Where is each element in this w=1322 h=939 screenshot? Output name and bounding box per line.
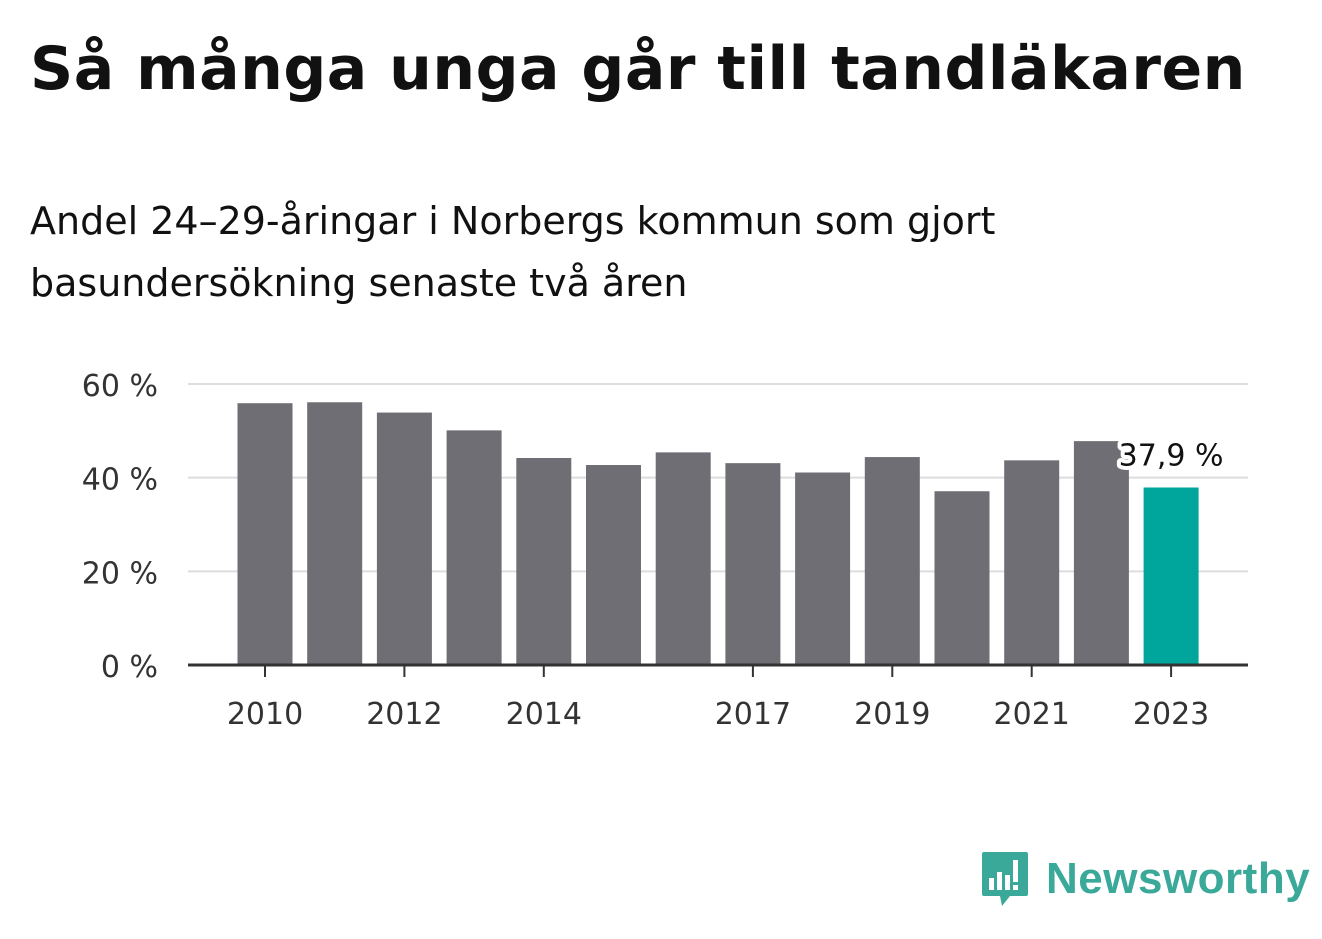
bar-2021 [1004, 460, 1060, 665]
chart-subtitle: Andel 24–29-åringar i Norbergs kommun so… [30, 199, 996, 305]
y-tick-label: 40 % [82, 463, 158, 498]
bar-2022 [1073, 441, 1129, 665]
chart-title: Så många unga går till tandläkaren [30, 34, 1246, 104]
bar-2019 [864, 457, 920, 665]
x-axis [188, 663, 1248, 677]
bar-2020 [934, 491, 990, 665]
brand-name: Newsworthy [1046, 854, 1311, 903]
bar-2018 [795, 472, 851, 665]
bars [237, 402, 1199, 665]
bar-2011 [307, 402, 363, 665]
newsworthy-logo-icon [982, 852, 1028, 906]
brand-logo: Newsworthy [980, 850, 1310, 908]
x-axis-labels: 2010 2012 2014 2017 2019 2021 2023 [227, 697, 1209, 732]
gridlines [188, 383, 1248, 573]
x-tick-label: 2019 [854, 697, 930, 732]
y-axis-labels: 0 % 20 % 40 % 60 % [82, 369, 158, 685]
y-tick-label: 0 % [101, 650, 158, 685]
bar-2013 [446, 430, 502, 665]
bar-2016 [655, 452, 711, 665]
annotations: 37,9 % [1115, 435, 1228, 478]
x-tick-label: 2021 [994, 697, 1070, 732]
x-tick-label: 2017 [715, 697, 791, 732]
x-tick-label: 2014 [506, 697, 582, 732]
x-tick-label: 2012 [366, 697, 442, 732]
highlight-value-label: 37,9 % [1119, 439, 1224, 474]
y-tick-label: 20 % [82, 556, 158, 591]
bar-2023 [1143, 487, 1199, 665]
y-tick-label: 60 % [82, 369, 158, 404]
x-tick-label: 2023 [1133, 697, 1209, 732]
bar-2010 [237, 403, 293, 665]
x-tick-label: 2010 [227, 697, 303, 732]
bar-2014 [516, 457, 572, 665]
bar-2015 [586, 465, 641, 665]
bar-2012 [376, 412, 432, 665]
bar-2017 [725, 463, 781, 665]
